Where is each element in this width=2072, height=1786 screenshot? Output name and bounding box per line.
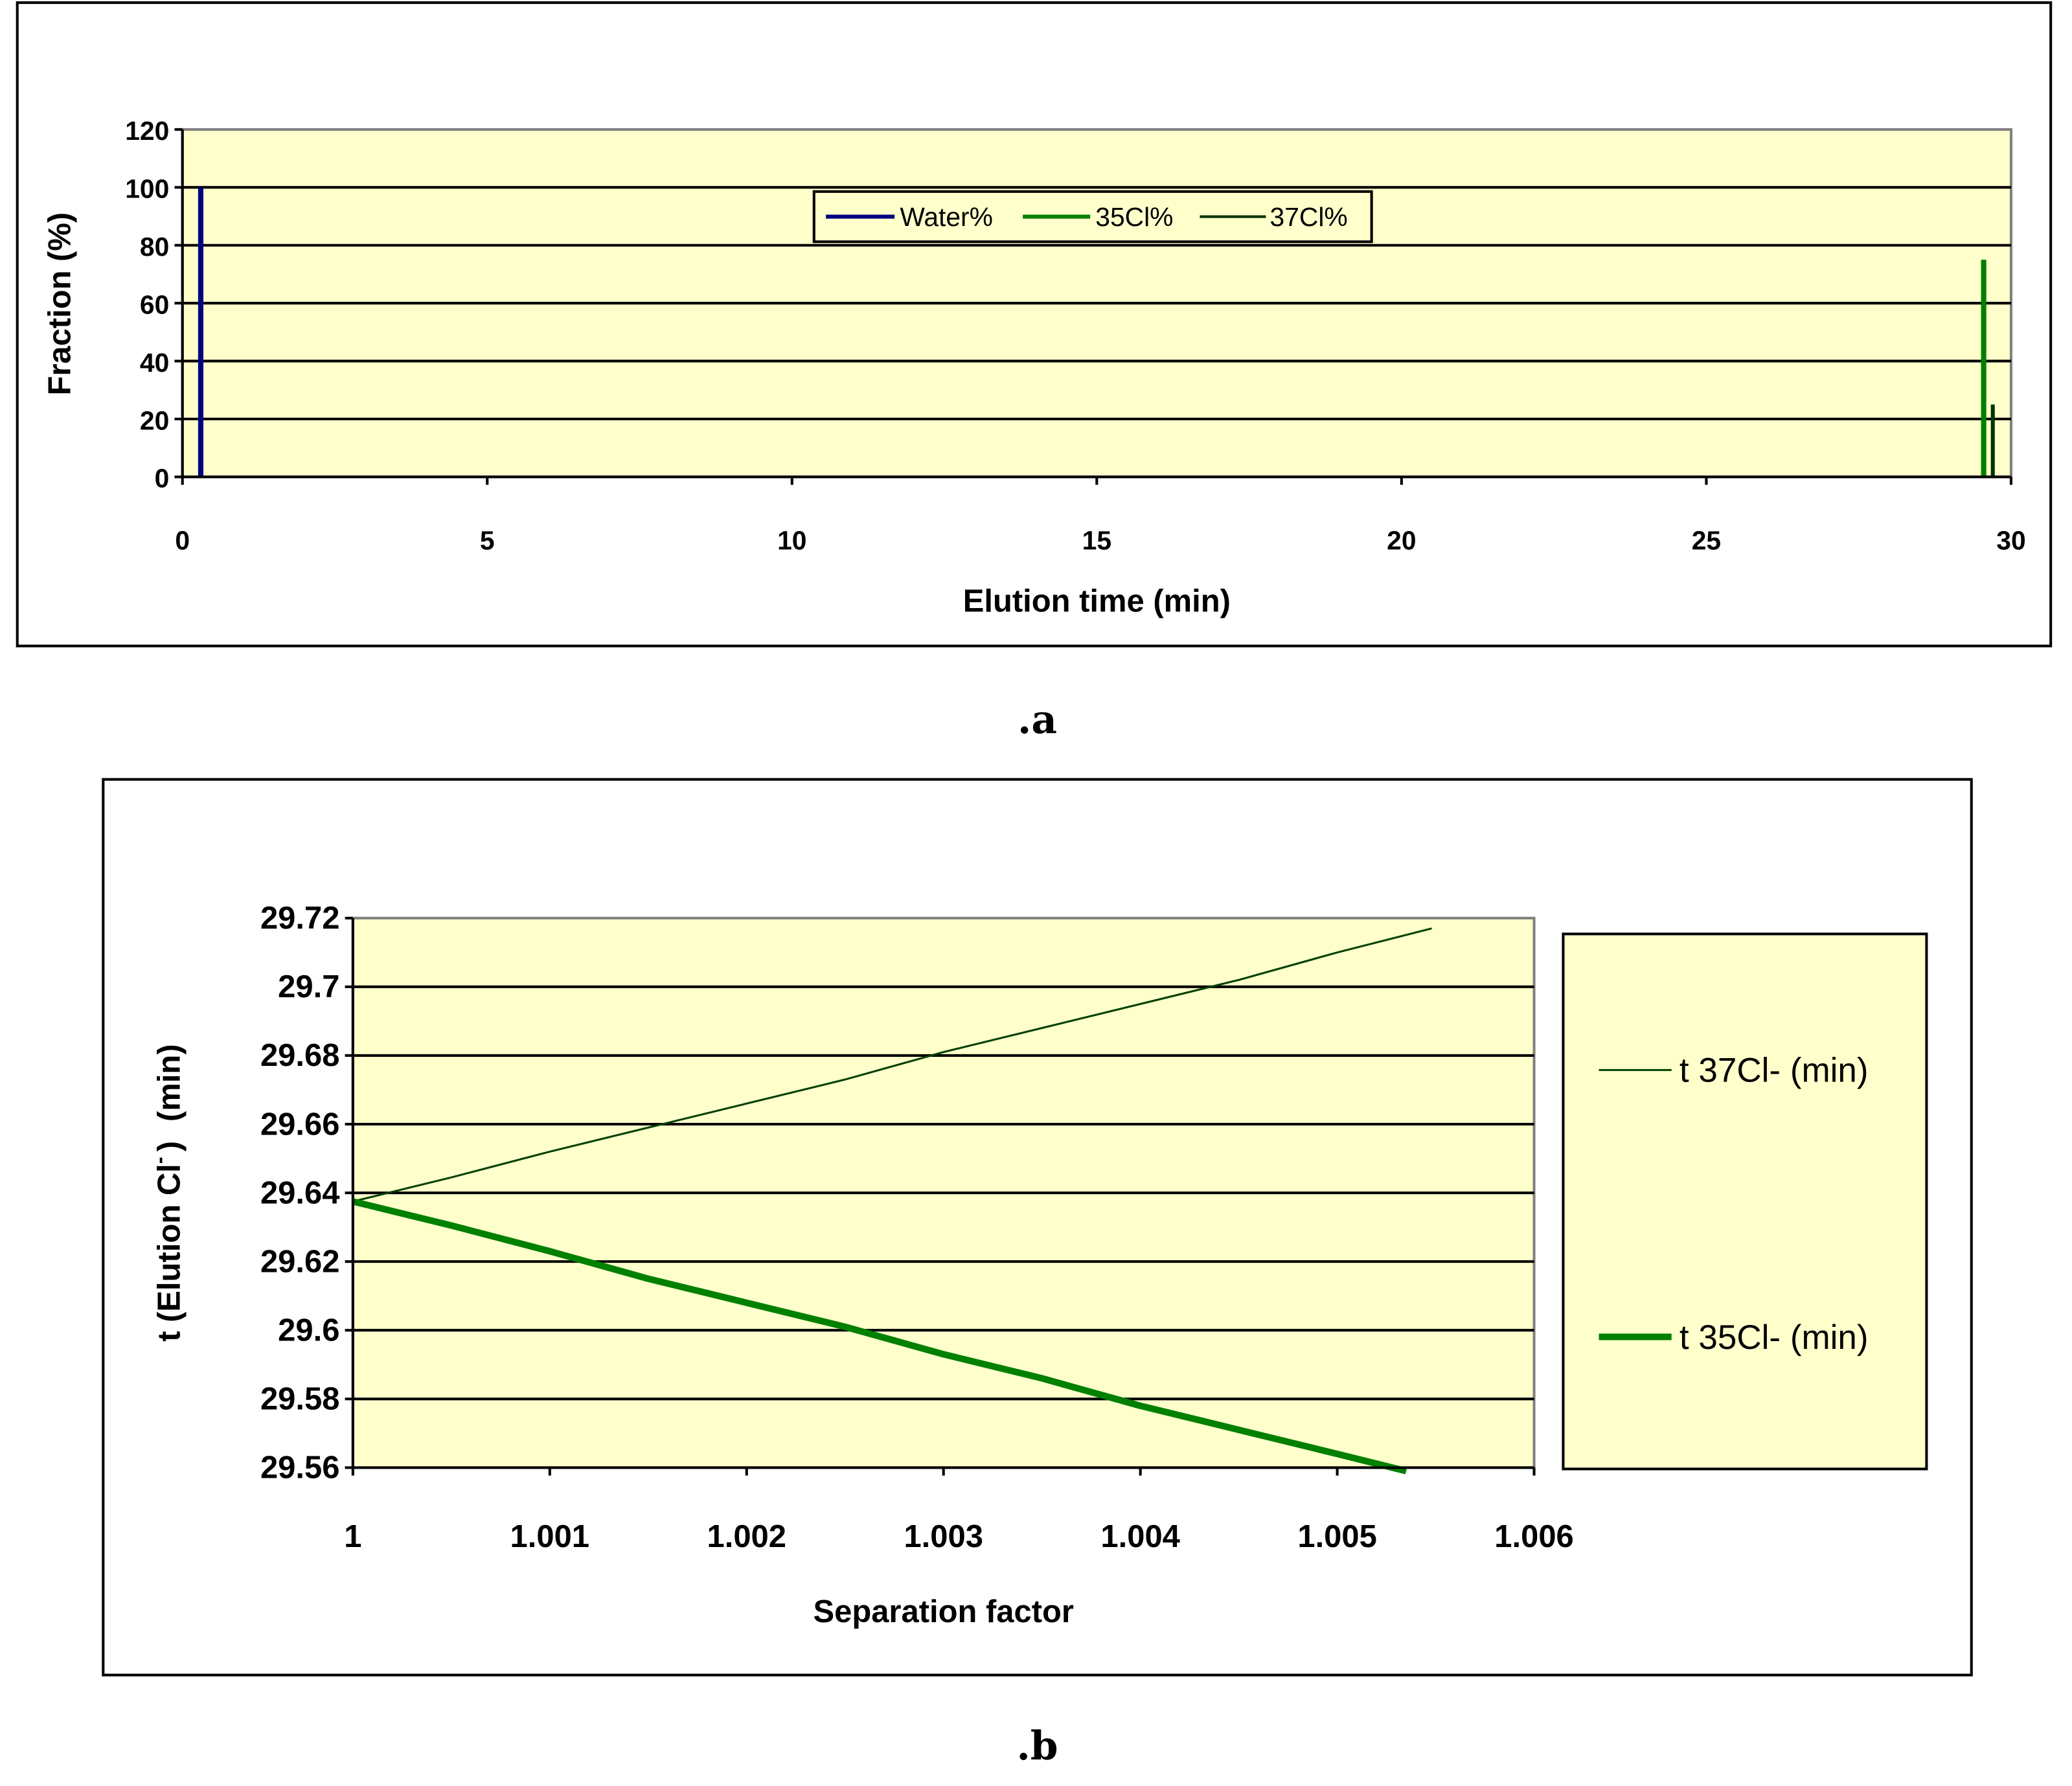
series-line-t-35cl-min-	[352, 1198, 1407, 1475]
chart-b-legend	[1562, 933, 1928, 1471]
x-tick-label: 20	[1387, 526, 1416, 556]
caption-a: .a	[1018, 697, 1057, 743]
y-tick-label: 29.62	[260, 1244, 339, 1279]
x-tick-label: 1.003	[904, 1519, 983, 1554]
x-tick-label: 30	[1996, 526, 2025, 556]
y-tick-label: 29.6	[278, 1313, 339, 1348]
series-line-t-37cl-min-	[352, 927, 1432, 1203]
x-tick-label: 5	[480, 526, 495, 556]
y-label-unit: )	[152, 1132, 187, 1151]
x-tick-label: 1	[344, 1519, 361, 1554]
chart-b: 29.56 29.58 29.6 29.62 29.64 29.66 29.68 29.7 29…	[102, 778, 1973, 1769]
chart-a-legend	[812, 190, 1373, 243]
y-tick-label: 29.72	[260, 901, 339, 936]
x-tick-label: 25	[1692, 526, 1721, 556]
chart-b-x-axis-label: Separation factor	[813, 1594, 1073, 1629]
legend-label-water: Water%	[900, 202, 993, 232]
legend-label-35cl-time: t 35Cl- (min)	[1679, 1318, 1869, 1357]
x-tick-label: 1.005	[1297, 1519, 1376, 1554]
y-label-main: t (Elution Cl	[152, 1164, 187, 1342]
y-tick-label: 0	[155, 464, 170, 493]
y-tick-label: 40	[140, 348, 169, 378]
legend-label-35cl: 35Cl%	[1095, 202, 1173, 232]
y-tick-label: 29.56	[260, 1451, 339, 1486]
y-tick-label: 29.68	[260, 1038, 339, 1073]
y-tick-label: 100	[125, 174, 169, 204]
caption-b: .b	[1016, 1723, 1058, 1769]
y-tick-label: 80	[140, 232, 169, 262]
x-tick-label: 1.004	[1100, 1519, 1179, 1554]
y-tick-label: 20	[140, 405, 169, 435]
y-tick-label: 29.58	[260, 1382, 339, 1417]
y-label-unit-text: (min)	[152, 1044, 187, 1122]
y-tick-label: 29.66	[260, 1107, 339, 1142]
chart-a: 0 20 40 60 80 100 120 0 5 10 15 20 25 30 Water% 35Cl%…	[16, 1, 2053, 743]
legend-label-37cl-time: t 37Cl- (min)	[1679, 1052, 1869, 1090]
chart-a-y-axis-label: Fraction (%)	[42, 212, 77, 396]
x-tick-label: 0	[175, 526, 190, 556]
x-tick-label: 1.002	[707, 1519, 786, 1554]
x-tick-label: 1.006	[1494, 1519, 1573, 1554]
chart-b-y-axis-label: t (Elution Cl-) (min)	[147, 1044, 187, 1341]
y-tick-label: 60	[140, 289, 169, 319]
y-tick-label: 29.7	[278, 969, 339, 1004]
x-tick-label: 10	[777, 526, 806, 556]
y-tick-label: 120	[125, 116, 169, 146]
legend-label-37cl: 37Cl%	[1270, 202, 1348, 232]
chart-a-x-axis-label: Elution time (min)	[963, 583, 1231, 618]
x-tick-label: 1.001	[510, 1519, 589, 1554]
x-tick-label: 15	[1082, 526, 1111, 556]
y-tick-label: 29.64	[260, 1175, 339, 1210]
y-label-sup: -	[147, 1157, 171, 1164]
